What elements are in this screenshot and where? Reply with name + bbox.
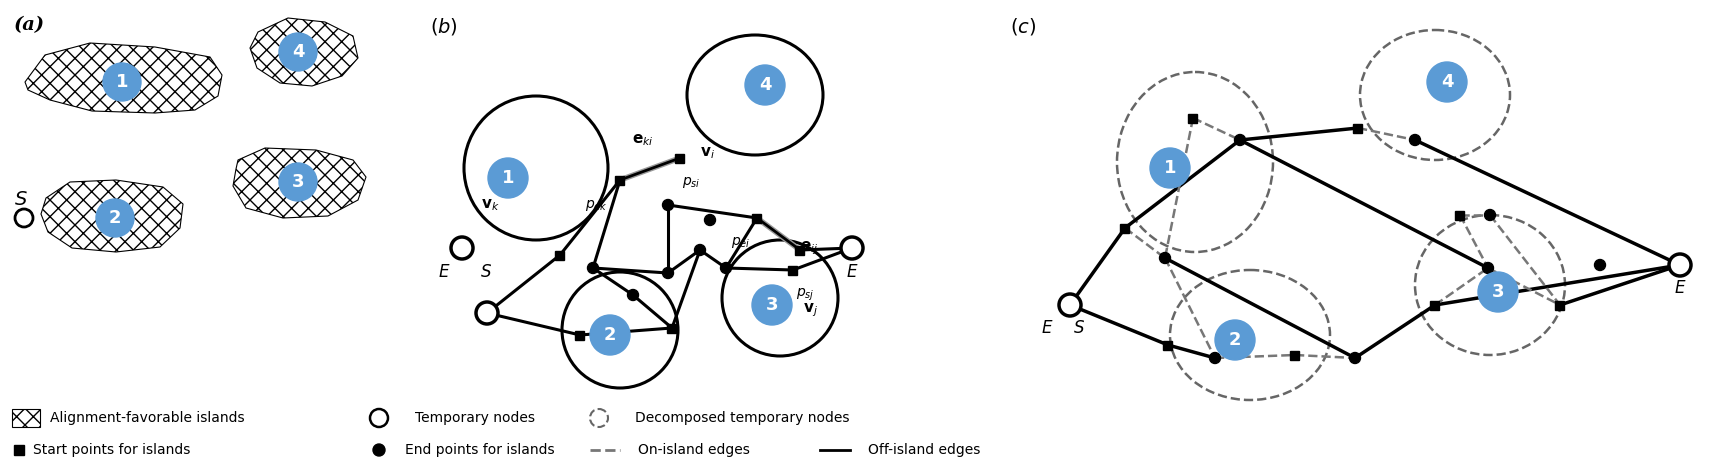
Text: $E$: $E$ <box>1673 280 1685 297</box>
Text: 4: 4 <box>758 76 772 94</box>
Circle shape <box>1426 62 1465 102</box>
Bar <box>1555 300 1564 309</box>
Circle shape <box>95 199 133 237</box>
Text: $\mathbf{v}_k$: $\mathbf{v}_k$ <box>481 197 498 213</box>
Text: $S$: $S$ <box>1073 319 1085 336</box>
Bar <box>1163 341 1171 350</box>
Text: $p_{sj}$: $p_{sj}$ <box>796 287 815 303</box>
Text: $p_{si}$: $p_{si}$ <box>682 175 701 190</box>
Circle shape <box>1593 260 1604 271</box>
Circle shape <box>476 302 498 324</box>
Circle shape <box>1481 263 1493 273</box>
Circle shape <box>1477 272 1517 312</box>
Text: $\mathbf{v}_j$: $\mathbf{v}_j$ <box>803 301 818 319</box>
Polygon shape <box>24 43 221 113</box>
Text: 4: 4 <box>292 43 304 61</box>
Bar <box>1429 300 1439 309</box>
Circle shape <box>720 263 732 273</box>
Text: $\mathbf{e}_{ij}$: $\mathbf{e}_{ij}$ <box>799 239 818 257</box>
Text: $E$: $E$ <box>1040 319 1052 336</box>
Circle shape <box>694 245 706 255</box>
Bar <box>1119 224 1130 233</box>
Text: $p_{ei}$: $p_{ei}$ <box>730 235 749 250</box>
Bar <box>796 245 804 254</box>
Bar <box>555 251 564 260</box>
Text: 2: 2 <box>109 209 121 227</box>
Text: $\mathbf{v}_i$: $\mathbf{v}_i$ <box>699 145 714 161</box>
Text: $S$: $S$ <box>479 263 491 280</box>
Bar <box>574 331 585 340</box>
Circle shape <box>841 237 863 259</box>
Polygon shape <box>42 180 183 252</box>
Circle shape <box>704 214 714 226</box>
Circle shape <box>1209 352 1220 363</box>
Bar <box>675 154 683 163</box>
Polygon shape <box>234 148 365 218</box>
Text: 3: 3 <box>1491 283 1503 301</box>
Text: 4: 4 <box>1439 73 1453 91</box>
Bar <box>14 445 24 455</box>
Text: $(c)$: $(c)$ <box>1009 16 1036 37</box>
Bar <box>753 213 761 222</box>
Text: 3: 3 <box>765 296 778 314</box>
Circle shape <box>663 200 673 210</box>
Circle shape <box>488 158 528 198</box>
Bar <box>1189 114 1197 123</box>
Text: 3: 3 <box>292 173 304 191</box>
Text: Start points for islands: Start points for islands <box>33 443 190 457</box>
Circle shape <box>751 285 792 325</box>
Text: 2: 2 <box>604 326 616 344</box>
Text: Off-island edges: Off-island edges <box>867 443 979 457</box>
Bar <box>789 265 798 274</box>
Text: 2: 2 <box>1228 331 1240 349</box>
Circle shape <box>1214 320 1254 360</box>
Circle shape <box>104 63 140 101</box>
Circle shape <box>586 263 599 273</box>
Bar <box>616 175 625 184</box>
Bar <box>1353 123 1362 132</box>
Bar <box>12 409 40 427</box>
Circle shape <box>1349 352 1360 363</box>
Text: Alignment-favorable islands: Alignment-favorable islands <box>50 411 244 425</box>
Bar <box>1455 210 1464 219</box>
Text: $S$: $S$ <box>14 191 28 209</box>
Text: $p_{ek}$: $p_{ek}$ <box>585 198 607 213</box>
Circle shape <box>1059 294 1080 316</box>
Circle shape <box>16 209 33 227</box>
Text: $(b)$: $(b)$ <box>429 16 458 37</box>
Circle shape <box>744 65 784 105</box>
Bar <box>668 324 676 333</box>
Circle shape <box>628 289 638 300</box>
Text: On-island edges: On-island edges <box>638 443 749 457</box>
Text: (a): (a) <box>14 16 45 34</box>
Text: End points for islands: End points for islands <box>405 443 554 457</box>
Circle shape <box>1233 134 1246 146</box>
Circle shape <box>590 315 630 355</box>
Circle shape <box>1484 210 1495 220</box>
Text: $E$: $E$ <box>846 263 858 280</box>
Text: Temporary nodes: Temporary nodes <box>415 411 535 425</box>
Text: 1: 1 <box>116 73 128 91</box>
Circle shape <box>279 33 317 71</box>
Text: 1: 1 <box>502 169 514 187</box>
Polygon shape <box>249 18 358 86</box>
Text: 1: 1 <box>1163 159 1176 177</box>
Circle shape <box>1149 148 1189 188</box>
Circle shape <box>372 444 384 456</box>
Circle shape <box>1159 253 1169 263</box>
Circle shape <box>279 163 317 201</box>
Circle shape <box>663 268 673 279</box>
Circle shape <box>370 409 388 427</box>
Circle shape <box>1408 134 1420 146</box>
Text: $\mathbf{e}_{ki}$: $\mathbf{e}_{ki}$ <box>631 132 654 148</box>
Bar <box>1291 350 1299 359</box>
Circle shape <box>1668 254 1690 276</box>
Text: $E$: $E$ <box>438 263 450 280</box>
Circle shape <box>452 237 472 259</box>
Text: Decomposed temporary nodes: Decomposed temporary nodes <box>635 411 849 425</box>
